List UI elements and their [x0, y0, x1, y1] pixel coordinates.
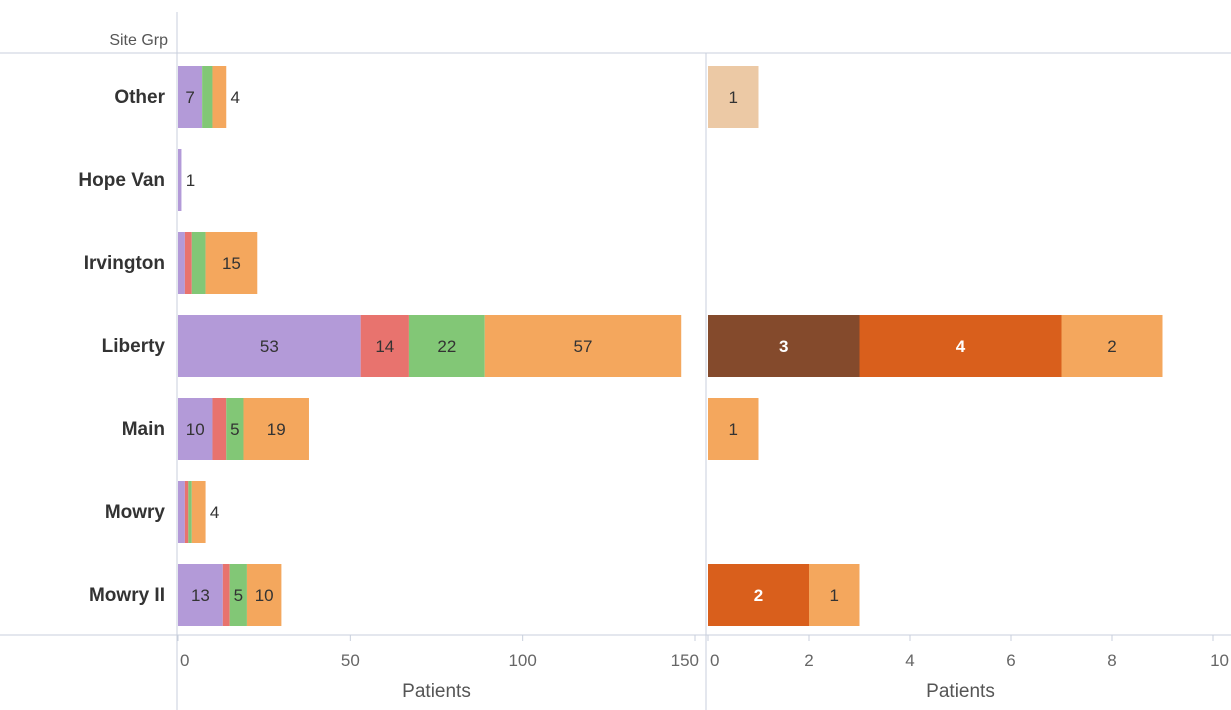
bar-segment [178, 149, 182, 211]
bar-segment [708, 398, 759, 460]
bar-segment [178, 315, 361, 377]
data-label: 3 [779, 337, 788, 356]
x-axis-title: Patients [926, 681, 995, 702]
bar-segment [708, 315, 860, 377]
tick-label: 150 [671, 651, 699, 670]
tick-label: 0 [180, 651, 189, 670]
data-label: 1 [729, 420, 738, 439]
data-label: 10 [255, 586, 274, 605]
category-label: Liberty [102, 336, 166, 357]
category-label: Mowry [105, 502, 166, 523]
bar-segment [178, 66, 203, 128]
data-label: 14 [375, 337, 394, 356]
data-label: 13 [191, 586, 210, 605]
chart-header: Site Grp [109, 32, 168, 49]
data-label: 1 [830, 586, 839, 605]
x-axis-title: Patients [402, 681, 471, 702]
bar-segment [178, 398, 213, 460]
bar-segment [246, 564, 282, 626]
data-label: 15 [222, 254, 241, 273]
category-label: Main [122, 419, 165, 440]
bar-segment [191, 481, 206, 543]
tick-label: 8 [1107, 651, 1116, 670]
category-label: Irvington [84, 253, 165, 274]
tick-label: 6 [1006, 651, 1015, 670]
category-labels: Other Hope Van Irvington Liberty Main Mowry Mo… [78, 87, 165, 606]
bar-segment [191, 232, 206, 294]
bar-segment [1061, 315, 1163, 377]
data-label: 4 [956, 337, 966, 356]
data-label: 57 [574, 337, 593, 356]
bar-segment [222, 564, 230, 626]
bar-segment [484, 315, 682, 377]
bar-segment [229, 564, 247, 626]
tick-label: 100 [508, 651, 536, 670]
tick-label: 2 [804, 651, 813, 670]
bar-segment [178, 232, 185, 294]
category-label: Hope Van [78, 170, 165, 191]
bar-segment [859, 315, 1062, 377]
data-label: 2 [1107, 337, 1116, 356]
tick-label: 50 [341, 651, 360, 670]
data-label: 4 [210, 503, 219, 522]
data-label: 1 [729, 88, 738, 107]
bar-segment [809, 564, 860, 626]
bar-segment [212, 398, 227, 460]
tick-label: 0 [710, 651, 719, 670]
row-header-label: Site Grp [109, 32, 168, 49]
data-label: 10 [186, 420, 205, 439]
tick-label: 10 [1210, 651, 1229, 670]
bar-segment [243, 398, 309, 460]
bar-segment [178, 564, 223, 626]
data-label: 1 [186, 171, 195, 190]
tick-label: 4 [905, 651, 914, 670]
bar-segment [708, 66, 759, 128]
data-label: 5 [230, 420, 239, 439]
data-label: 4 [231, 88, 240, 107]
bar-segment [360, 315, 409, 377]
bar-segment [708, 564, 809, 626]
data-label: 19 [267, 420, 286, 439]
bar-segment [202, 66, 213, 128]
bar-segment [184, 232, 192, 294]
category-label: Mowry II [89, 585, 165, 606]
data-label: 22 [437, 337, 456, 356]
category-label: Other [114, 87, 165, 108]
bar-segment [188, 481, 192, 543]
bar-segment [226, 398, 244, 460]
data-label: 53 [260, 337, 279, 356]
bar-segment [212, 66, 227, 128]
chart-frame [0, 12, 1231, 710]
left-panel: 7411553142257104519413510050100150Patien… [177, 66, 699, 702]
bar-segment [408, 315, 485, 377]
data-label: 5 [234, 586, 243, 605]
data-label: 7 [185, 88, 194, 107]
data-label: 2 [754, 586, 763, 605]
bar-segment [205, 232, 258, 294]
bar-segment [184, 481, 189, 543]
bar-segment [178, 481, 185, 543]
